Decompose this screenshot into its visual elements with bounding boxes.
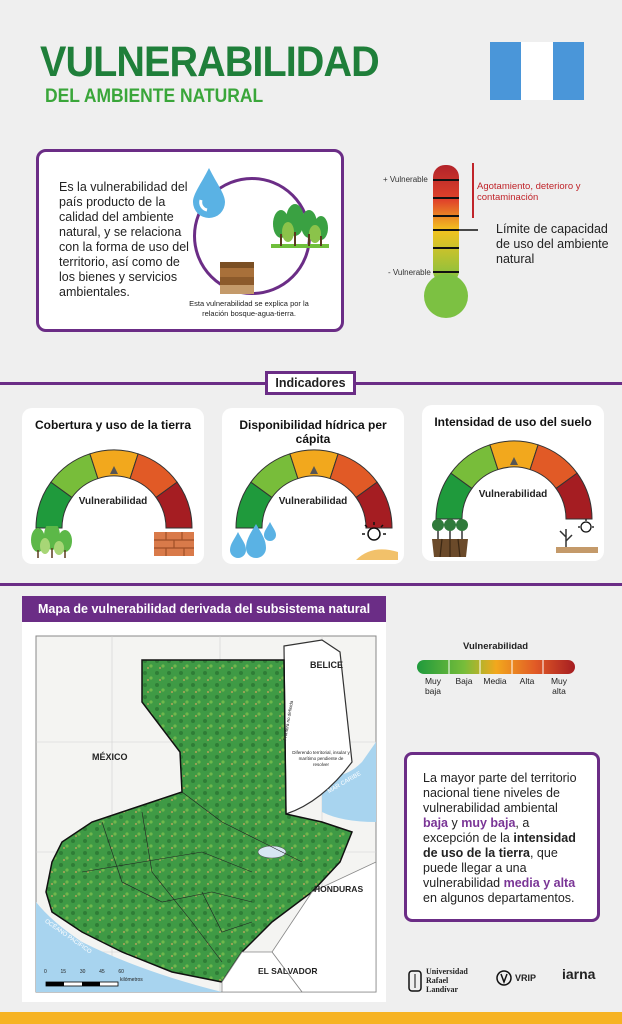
page-title: VULNERABILIDAD [40, 38, 380, 86]
thermo-bottom-label: - Vulnerable [388, 268, 431, 277]
water-drop-icon [193, 168, 225, 218]
label-diferendo: Diferendo territorial, insular y marítim… [292, 750, 350, 767]
gauge-label: Vulnerabilidad [478, 489, 548, 500]
bottom-bar [0, 1012, 622, 1024]
label-el-salvador: EL SALVADOR [258, 966, 318, 976]
page-subtitle: DEL AMBIENTE NATURAL [45, 86, 264, 107]
thermo-limit-note: Límite de capacidad de uso del ambiente … [496, 222, 609, 266]
gauge-icon [35, 449, 193, 529]
gauge-label: Vulnerabilidad [78, 496, 148, 507]
thermo-red-note: Agotamiento, deterioro y contaminación [477, 181, 581, 203]
gauge-pointer [110, 466, 118, 474]
gauge-icon [435, 440, 593, 520]
indicators-badge: Indicadores [265, 371, 356, 395]
soil-icon [220, 262, 254, 294]
thermometer-icon [424, 165, 478, 318]
thermo-top-label: + Vulnerable [383, 175, 428, 184]
cycle-caption: Esta vulnerabilidad se explica por la re… [189, 299, 309, 318]
legend-bar [417, 660, 575, 674]
legend-item-media: Media [483, 676, 507, 686]
logo-url: Universidad Rafael Landívar [408, 967, 476, 994]
indicator-card-hidrica: Disponibilidad hídrica per cápita Vulner… [222, 408, 404, 564]
gauge-segment [355, 481, 393, 529]
gauge-segment [89, 449, 139, 480]
gauge-segment [289, 449, 339, 480]
label-mexico: MÉXICO [92, 752, 128, 762]
legend-item-alta: Alta [519, 676, 535, 686]
guatemala-map [35, 635, 377, 993]
label-belice: BELICE [310, 660, 344, 670]
label-honduras: HONDURAS [314, 884, 364, 894]
gauge-icon [235, 449, 393, 529]
dry-land-icon [556, 519, 598, 553]
map-frame: BELICE MÉXICO HONDURAS EL SALVADOR MAR C… [22, 622, 386, 1002]
logo-vrip: VRIP [496, 970, 536, 986]
map-title: Mapa de vulnerabilidad derivada del subs… [22, 596, 386, 622]
url-crest-icon [408, 969, 422, 992]
logo-iarna: iarna [562, 966, 596, 982]
summary-card: La mayor parte del territorio nacional t… [404, 752, 600, 922]
gauge-segment [155, 481, 193, 529]
gauge-label: Vulnerabilidad [278, 496, 348, 507]
indicator-title: Intensidad de uso del suelo [434, 415, 592, 429]
legend-item-muy-alta: Muy alta [550, 676, 568, 696]
legend-item-baja: Baja [455, 676, 473, 686]
vrip-icon [496, 970, 512, 986]
scale-unit: kilómetros [120, 977, 143, 983]
gauge-segment [489, 440, 539, 471]
indicator-card-cobertura: Cobertura y uso de la tierra Vulnerabili… [22, 408, 204, 564]
forest-icon [271, 204, 329, 248]
indicator-title: Disponibilidad hídrica per cápita [239, 418, 387, 446]
indicator-title: Cobertura y uso de la tierra [34, 418, 192, 432]
crops-icon [432, 519, 468, 557]
intro-card: Es la vulnerabilidad del país producto d… [36, 149, 344, 332]
gauge-pointer [310, 466, 318, 474]
bricks-icon [154, 532, 194, 556]
gauge-pointer [510, 457, 518, 465]
intro-text: Es la vulnerabilidad del país producto d… [59, 180, 189, 299]
gauge-segment [555, 472, 593, 520]
legend-title: Vulnerabilidad [463, 641, 529, 652]
red-bracket [472, 163, 474, 218]
water-drops-icon [230, 522, 276, 558]
legend-item-muy-baja: Muy baja [424, 676, 442, 696]
guatemala-flag-icon [490, 42, 584, 100]
scale-ticks: 0 15 30 45 60 [44, 969, 124, 975]
sun-desert-icon [356, 522, 398, 560]
trees-icon [31, 526, 72, 558]
indicator-card-intensidad: Intensidad de uso del suelo Vulnerabilid… [422, 405, 604, 561]
divider-line [0, 583, 622, 586]
